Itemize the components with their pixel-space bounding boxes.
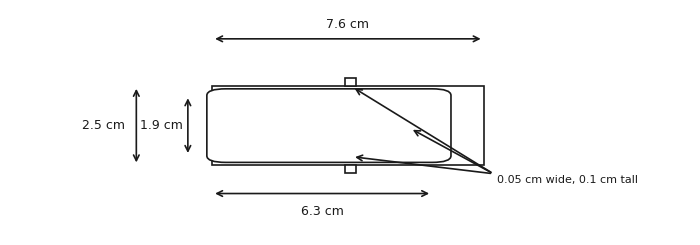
Bar <box>345 78 356 86</box>
Bar <box>212 86 484 165</box>
Text: 1.9 cm: 1.9 cm <box>139 119 183 132</box>
Text: 7.6 cm: 7.6 cm <box>326 18 370 31</box>
Text: 0.05 cm wide, 0.1 cm tall: 0.05 cm wide, 0.1 cm tall <box>497 175 638 185</box>
FancyBboxPatch shape <box>207 89 451 162</box>
Bar <box>345 165 356 173</box>
Text: 6.3 cm: 6.3 cm <box>301 205 344 218</box>
Text: 2.5 cm: 2.5 cm <box>83 119 125 132</box>
